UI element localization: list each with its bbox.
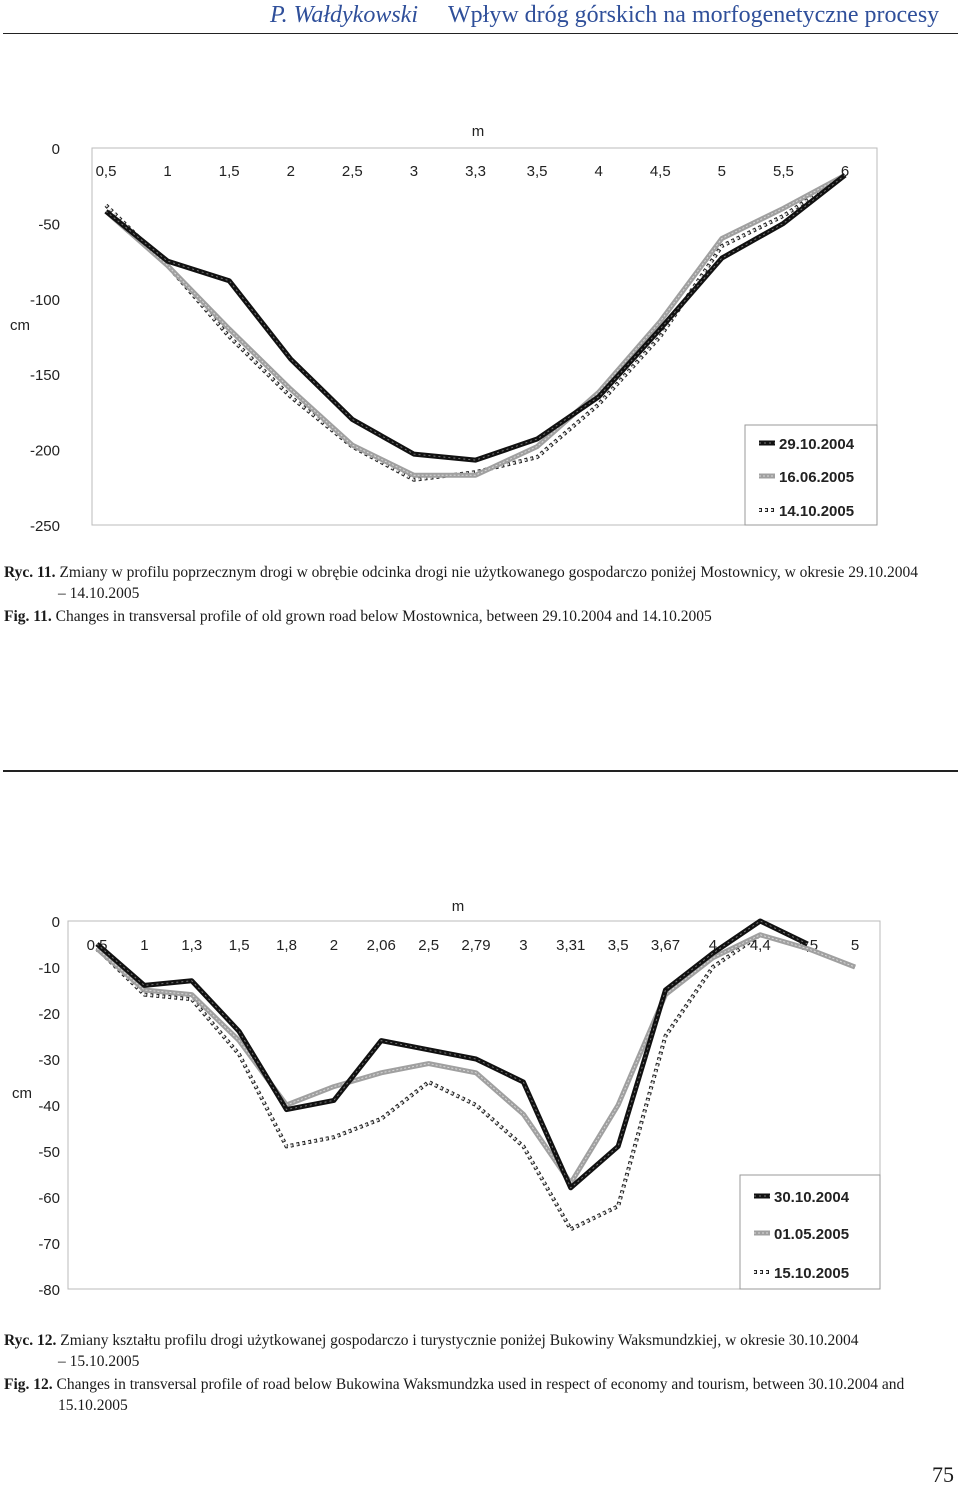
fig11-en-text: Changes in transversal profile of old gr…: [55, 608, 712, 625]
legend-label: 15.10.2005: [774, 1265, 849, 1282]
x-tick-label: 1,8: [276, 937, 297, 954]
fig11-pl-text: Zmiany w profilu poprzecznym drogi w obr…: [59, 564, 919, 581]
series-line: [96, 933, 856, 1231]
fig12-caption-pl: Ryc. 12. Zmiany kształtu profilu drogi u…: [4, 1330, 956, 1372]
header-rule: [3, 33, 958, 34]
x-tick-label: 3,5: [527, 163, 548, 180]
y-tick-label: -50: [38, 1144, 60, 1161]
x-tick-label: 4,4: [750, 937, 771, 954]
header-author: P. Wałdykowski: [270, 2, 418, 28]
y-tick-label: -40: [38, 1098, 60, 1115]
x-axis-label: m: [452, 898, 465, 915]
y-tick-label: 0: [52, 914, 60, 931]
running-header: P. Wałdykowski Wpływ dróg górskich na mo…: [0, 0, 960, 34]
y-tick-label: -250: [30, 518, 60, 535]
fig12-en-cont: 15.10.2005: [58, 1397, 128, 1414]
fig12-chart: 0-10-20-30-40-50-60-70-800,5 1 1,3 1,5 1,8 2 2…: [12, 898, 881, 1299]
x-tick-label: 6: [841, 163, 849, 180]
x-tick-label: 4: [709, 937, 717, 954]
fig12-pl-label: Ryc. 12.: [4, 1332, 57, 1349]
x-tick-label: 3: [519, 937, 527, 954]
fig12-en-text: Changes in transversal profile of road b…: [56, 1376, 905, 1393]
fig12-caption: Ryc. 12. Zmiany kształtu profilu drogi u…: [4, 1330, 956, 1416]
x-tick-label: 2,5: [418, 937, 439, 954]
x-tick-label: 2,06: [367, 937, 396, 954]
x-tick-label: 0,5: [96, 163, 117, 180]
series-line: [105, 174, 846, 476]
series-14.10.2005: [104, 173, 847, 482]
series-30.10.2004: [95, 918, 809, 1191]
fig12-pl-text: Zmiany kształtu profilu drogi użytkowane…: [60, 1332, 859, 1349]
x-tick-label: 1,5: [229, 937, 250, 954]
y-tick-label: -20: [38, 1006, 60, 1023]
series-01.05.2005: [95, 932, 856, 1186]
y-axis-label: cm: [12, 1085, 32, 1102]
fig12-en-label: Fig. 12.: [4, 1376, 53, 1393]
y-tick-label: -80: [38, 1282, 60, 1299]
x-tick-label: 2,79: [461, 937, 490, 954]
series-15.10.2005: [95, 932, 856, 1232]
x-tick-label: 3,67: [651, 937, 680, 954]
y-tick-label: 0: [52, 141, 60, 158]
y-tick-label: -100: [30, 292, 60, 309]
y-tick-label: -50: [38, 216, 60, 233]
legend-label: 30.10.2004: [774, 1189, 850, 1206]
y-tick-label: -60: [38, 1190, 60, 1207]
header-title: Wpływ dróg górskich na morfogenetyczne p…: [448, 2, 940, 28]
legend-label: 14.10.2005: [779, 503, 854, 520]
x-tick-label: 1: [140, 937, 148, 954]
x-tick-label: 4: [594, 163, 602, 180]
series-line: [96, 934, 856, 1184]
y-tick-label: -10: [38, 960, 60, 977]
legend-label: 01.05.2005: [774, 1226, 849, 1243]
y-tick-label: -30: [38, 1052, 60, 1069]
x-tick-label: 3: [410, 163, 418, 180]
x-tick-label: 1: [163, 163, 171, 180]
x-axis-label: m: [472, 123, 485, 140]
x-tick-label: 1,5: [219, 163, 240, 180]
fig12-pl-cont: – 15.10.2005: [58, 1353, 140, 1370]
fig11-chart: 0 -50 -100 -150 -200 -250 0,5 1 1,5 2 2,5 3 3,3 3,5 4 4…: [10, 123, 878, 535]
x-tick-label: 2: [287, 163, 295, 180]
x-tick-label: 3,3: [465, 163, 486, 180]
series-16.06.2005: [104, 172, 847, 478]
fig11-caption-en: Fig. 11. Changes in transversal profile …: [4, 606, 956, 627]
fig11-pl-label: Ryc. 11.: [4, 564, 56, 581]
series-line: [105, 174, 846, 481]
fig11-pl-cont: – 14.10.2005: [58, 585, 140, 602]
legend-label: 29.10.2004: [779, 436, 855, 453]
y-tick-label: -70: [38, 1236, 60, 1253]
y-tick-label: -200: [30, 443, 60, 460]
fig11-caption-pl: Ryc. 11. Zmiany w profilu poprzecznym dr…: [4, 562, 956, 604]
x-tick-label: 2,5: [342, 163, 363, 180]
series-line: [104, 173, 847, 463]
x-tick-label: 5: [718, 163, 726, 180]
x-tick-label: 3,31: [556, 937, 585, 954]
fig11-en-label: Fig. 11.: [4, 608, 52, 625]
y-axis-label: cm: [10, 317, 30, 334]
fig11-caption: Ryc. 11. Zmiany w profilu poprzecznym dr…: [4, 562, 956, 627]
series-29.10.2004: [104, 173, 847, 463]
x-tick-label: 4,5: [650, 163, 671, 180]
fig12-caption-en: Fig. 12. Changes in transversal profile …: [4, 1374, 956, 1416]
x-tick-label: 5: [851, 937, 859, 954]
x-tick-label: 5,5: [773, 163, 794, 180]
x-tick-label: 1,3: [181, 937, 202, 954]
section-rule: [3, 770, 958, 772]
x-tick-label: 2: [330, 937, 338, 954]
x-tick-label: 3,5: [608, 937, 629, 954]
page-number: 75: [932, 1462, 954, 1487]
y-tick-label: -150: [30, 367, 60, 384]
series-line: [96, 920, 808, 1189]
legend-label: 16.06.2005: [779, 469, 854, 486]
